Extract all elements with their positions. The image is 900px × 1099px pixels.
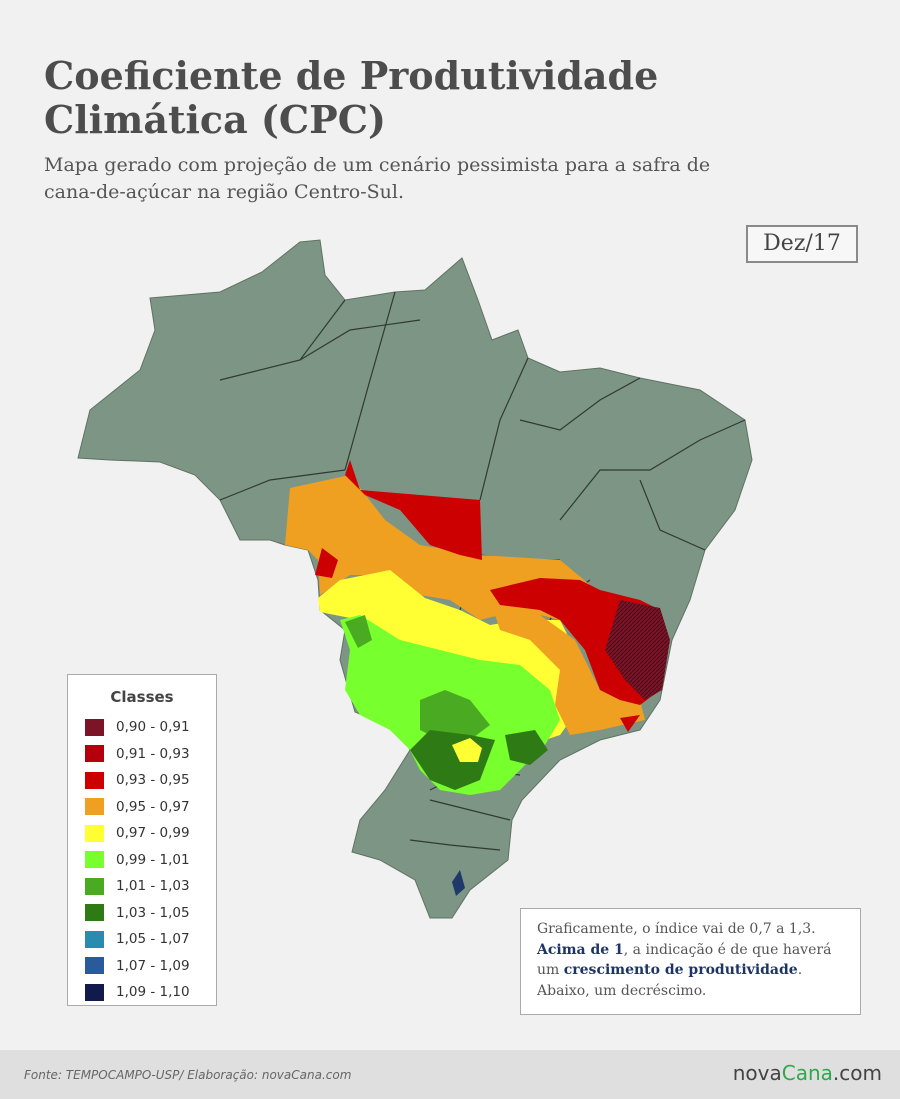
legend-swatch [85, 824, 104, 842]
legend-swatch [85, 877, 104, 895]
brand-logo: novaCana.com [733, 1061, 882, 1085]
legend-label: 0,90 - 0,91 [116, 719, 190, 736]
date-badge: Dez/17 [746, 225, 858, 263]
legend-item: 0,90 - 0,91 [68, 714, 216, 741]
legend: Classes 0,90 - 0,91 0,91 - 0,93 0,93 - 0,9… [67, 674, 217, 1006]
legend-swatch [85, 718, 104, 736]
note-emph1: Acima de 1 [537, 941, 624, 958]
legend-label: 1,03 - 1,05 [116, 904, 190, 921]
legend-label: 1,05 - 1,07 [116, 931, 190, 948]
lagoon [452, 870, 465, 896]
brand-main: nova [732, 1061, 782, 1085]
legend-swatch [85, 851, 104, 869]
legend-label: 0,97 - 0,99 [116, 825, 190, 842]
note-line3: Abaixo, um decréscimo. [537, 982, 707, 999]
footer: Fonte: TEMPOCAMPO-USP/ Elaboração: novaC… [0, 1050, 900, 1099]
legend-label: 0,91 - 0,93 [116, 745, 190, 762]
legend-item: 0,97 - 0,99 [68, 820, 216, 847]
legend-label: 0,95 - 0,97 [116, 798, 190, 815]
legend-item: 1,07 - 1,09 [68, 953, 216, 980]
legend-item: 1,03 - 1,05 [68, 900, 216, 927]
south-borders [409, 799, 511, 851]
legend-item: 1,09 - 1,10 [68, 979, 216, 1006]
legend-swatch [85, 745, 104, 763]
source-text: Fonte: TEMPOCAMPO-USP/ Elaboração: novaC… [24, 1068, 352, 1082]
cpc-zones [285, 460, 670, 795]
legend-swatch [85, 798, 104, 816]
page-title: Coeficiente de Produtividade Climática (… [44, 53, 659, 142]
legend-label: 0,93 - 0,95 [116, 772, 190, 789]
legend-label: 1,09 - 1,10 [116, 984, 190, 1001]
brand-suffix: .com [832, 1061, 882, 1085]
brazil-cpc-map [77, 239, 753, 919]
page-subtitle: Mapa gerado com projeção de um cenário p… [44, 154, 711, 203]
legend-title: Classes [110, 688, 174, 706]
legend-item: 0,93 - 0,95 [68, 767, 216, 794]
legend-label: 0,99 - 1,01 [116, 851, 190, 868]
note-end: . [797, 962, 803, 978]
note-emph2: crescimento de produtividade [563, 962, 798, 978]
legend-swatch [85, 957, 104, 975]
legend-item: 1,01 - 1,03 [68, 873, 216, 900]
legend-label: 1,07 - 1,09 [116, 957, 190, 974]
legend-item: 0,99 - 1,01 [68, 847, 216, 874]
legend-items: 0,90 - 0,91 0,91 - 0,93 0,93 - 0,95 0,95 - … [68, 714, 216, 1006]
legend-item: 1,05 - 1,07 [68, 926, 216, 953]
legend-item: 0,95 - 0,97 [68, 794, 216, 821]
note-mid: , a indicação é de que haverá um [537, 941, 832, 979]
legend-swatch [85, 983, 104, 1001]
brand-accent: Cana [781, 1061, 833, 1085]
info-note: Graficamente, o índice vai de 0,7 a 1,3.… [520, 908, 861, 1015]
note-line1: Graficamente, o índice vai de 0,7 a 1,3. [537, 921, 816, 937]
legend-swatch [85, 771, 104, 789]
legend-label: 1,01 - 1,03 [116, 878, 190, 895]
legend-swatch [85, 930, 104, 948]
legend-item: 0,91 - 0,93 [68, 741, 216, 768]
legend-swatch [85, 904, 104, 922]
